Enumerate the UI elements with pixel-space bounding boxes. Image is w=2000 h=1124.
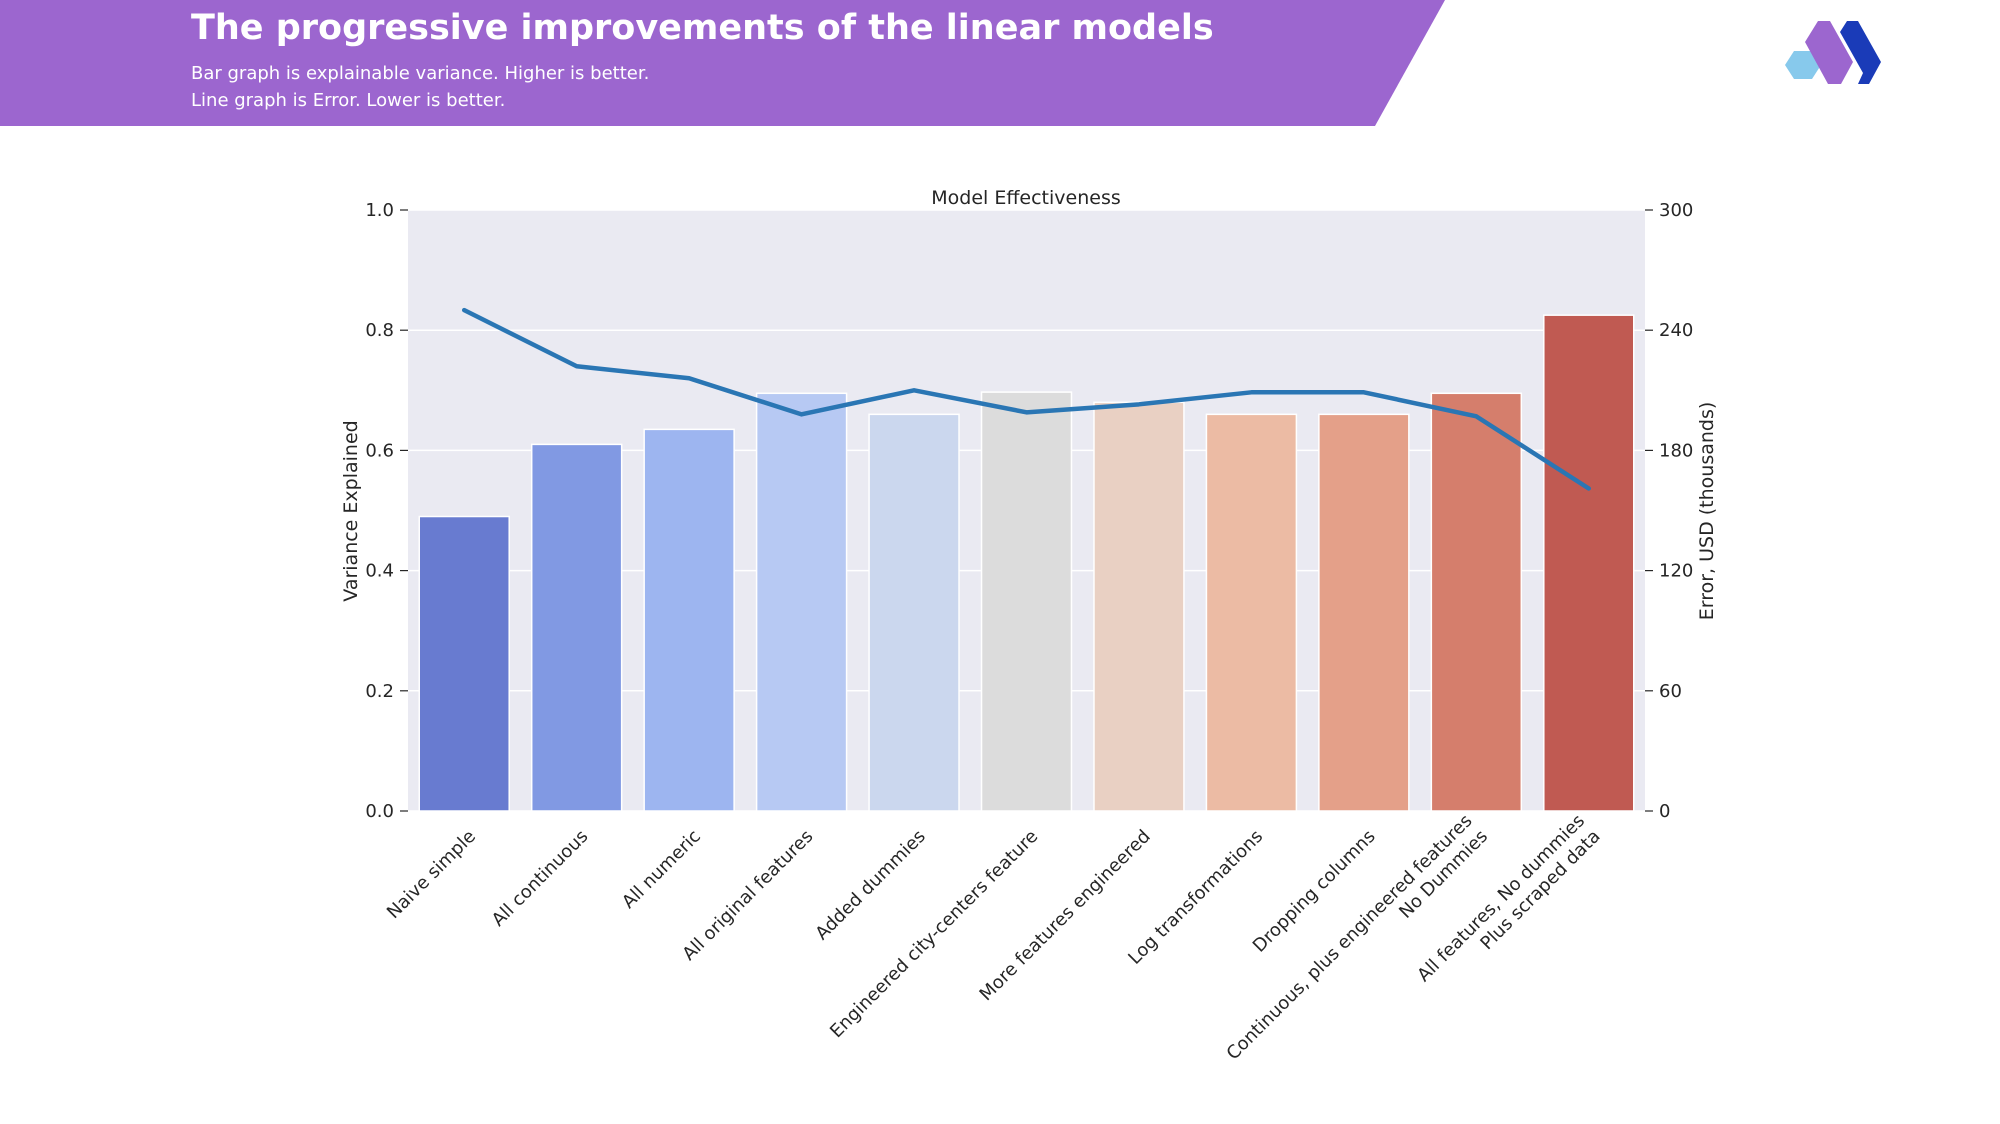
bar — [755, 392, 848, 812]
bar — [1205, 413, 1298, 812]
bar — [418, 515, 510, 812]
y-tick-label: 0.2 — [365, 681, 394, 702]
slide-subtitle-line2: Line graph is Error. Lower is better. — [191, 90, 506, 111]
error-line-series — [461, 307, 1592, 491]
y2-axis-label: Error, USD (thousands) — [1696, 402, 1718, 621]
x-axis: Naive simple All continuous All numericAll… — [383, 810, 1605, 1064]
x-tick-label-line: All continuous — [488, 826, 593, 931]
slide-subtitle-line1: Bar graph is explainable variance. Highe… — [191, 63, 650, 84]
logo-purple-band — [1805, 21, 1853, 84]
logo-blue-band — [1840, 21, 1881, 84]
y-tick-label: 0.0 — [365, 801, 394, 822]
x-tick-label-line: Added dummies — [811, 826, 929, 944]
bar — [1543, 314, 1635, 812]
x-tick-label: Added dummies — [811, 826, 929, 944]
bar — [530, 443, 623, 812]
header-banner — [0, 0, 1445, 126]
y-tick-label: 1.0 — [365, 200, 394, 221]
y2-tick-label: 300 — [1659, 200, 1693, 221]
x-tick-label: All original features — [678, 826, 817, 965]
x-tick-label-line: Naive simple — [383, 826, 480, 923]
bar — [1430, 392, 1523, 812]
x-tick-label: All continuous — [488, 826, 593, 931]
x-tick-label: Naive simple — [383, 826, 480, 923]
bar — [980, 391, 1073, 812]
y2-tick-label: 120 — [1659, 561, 1693, 582]
y2-tick-label: 180 — [1659, 440, 1693, 461]
chart-title: Model Effectiveness — [931, 187, 1121, 209]
logo-icon — [1785, 21, 1881, 84]
bar-series — [418, 314, 1635, 812]
x-tick-label-line: Engineered city-centers feature — [826, 826, 1042, 1042]
x-tick-label-line: All numeric — [618, 826, 705, 913]
logo-hexagon — [1785, 51, 1821, 79]
y-tick-label: 0.8 — [365, 320, 394, 341]
y-tick-label: 0.4 — [365, 561, 394, 582]
bar — [1318, 413, 1410, 812]
x-tick-label: Engineered city-centers feature — [826, 826, 1042, 1042]
left-y-axis: 0.0 0.2 0.4 0.6 0.8 1.0 — [365, 200, 408, 822]
slide-title: The progressive improvements of the line… — [191, 8, 1214, 48]
right-y-axis: 0 60 120 180 240 300 — [1645, 200, 1693, 822]
x-tick-label-line: All original features — [678, 826, 817, 965]
bar — [1093, 401, 1185, 812]
y2-tick-label: 60 — [1659, 681, 1682, 702]
y2-tick-label: 0 — [1659, 801, 1670, 822]
error-line — [461, 307, 1592, 491]
bar — [643, 428, 735, 812]
x-tick-label: All numeric — [618, 826, 705, 913]
y-tick-label: 0.6 — [365, 440, 394, 461]
y-axis-label: Variance Explained — [340, 420, 362, 601]
bar — [868, 413, 960, 812]
y2-tick-label: 240 — [1659, 320, 1693, 341]
